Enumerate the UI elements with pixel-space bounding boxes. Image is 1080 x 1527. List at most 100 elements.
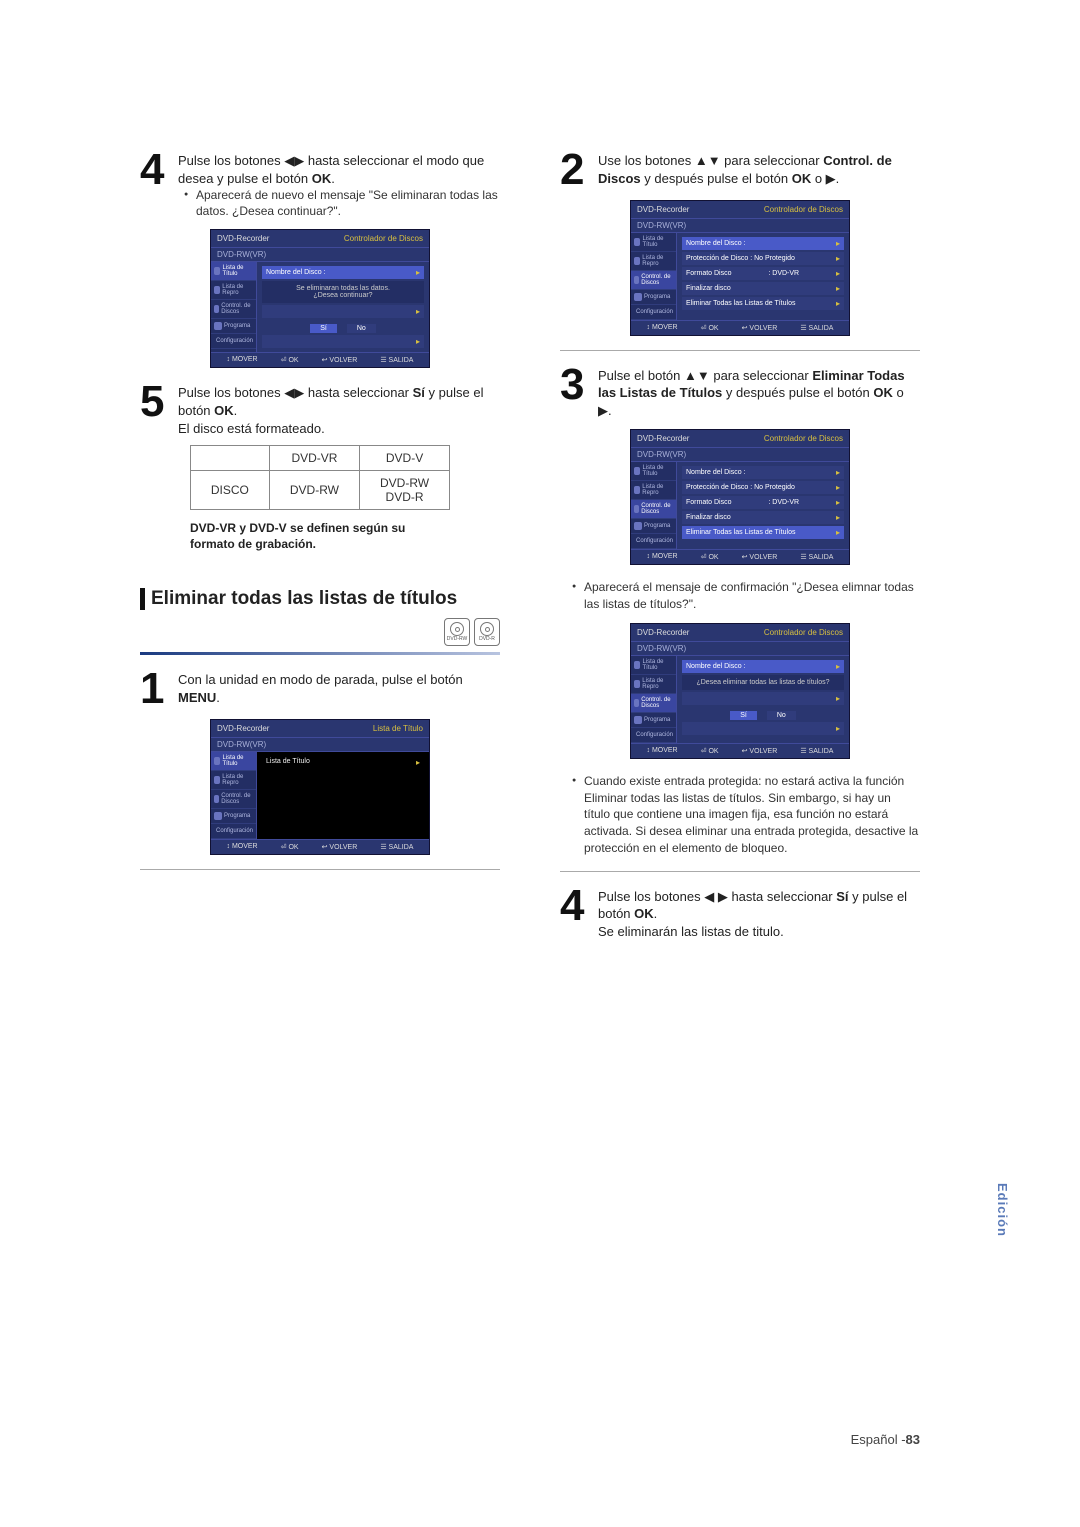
osd-title: Controlador de Discos [764, 628, 843, 637]
list-icon [634, 257, 640, 265]
table-cell: DVD-RW [269, 471, 359, 510]
osd-title: Controlador de Discos [764, 205, 843, 214]
list-icon [214, 776, 220, 784]
osd-side-item: Configuración [631, 534, 676, 549]
program-icon [214, 322, 222, 330]
osd-side-item: Control. de Discos [211, 300, 256, 319]
osd-buttons: Sí No [262, 324, 424, 333]
table-note: DVD-VR y DVD-V se definen según suformat… [190, 520, 500, 552]
table-row: DISCO DVD-RW DVD-RWDVD-R [190, 471, 449, 510]
program-icon [634, 522, 642, 530]
osd-disc-type: DVD-RW(VR) [211, 738, 429, 752]
osd-disc-type: DVD-RW(VR) [211, 248, 429, 262]
chevron-right-icon: ▸ [836, 483, 840, 492]
osd-row: Finalizar disco▸ [682, 511, 844, 524]
chevron-right-icon: ▸ [416, 307, 420, 316]
osd-side-item: Lista de Repro [211, 771, 256, 790]
list-icon [634, 680, 640, 688]
osd-yes-button: Sí [730, 711, 757, 720]
osd-footer: ↕ MOVER⏎ OK↩ VOLVER☰ SALIDA [211, 352, 429, 367]
program-icon [214, 812, 222, 820]
osd-brand: DVD-Recorder [637, 434, 689, 443]
osd-main: Nombre del Disco :▸ ¿Desea eliminar toda… [677, 656, 849, 743]
folder-icon [634, 467, 640, 475]
chevron-right-icon: ▸ [836, 299, 840, 308]
step-3: 3 Pulse el botón ▲▼ para seleccionar Eli… [560, 365, 920, 420]
osd-footer: ↕ MOVER⏎ OK↩ VOLVER☰ SALIDA [631, 320, 849, 335]
osd-main: Lista de Título▸ [257, 752, 429, 839]
step-text: Pulse el botón ▲▼ para seleccionar Elimi… [598, 367, 920, 420]
osd-screenshot-title-list: DVD-RecorderLista de Título DVD-RW(VR) L… [210, 719, 430, 855]
disc-icons: DVD-RW DVD-R [140, 618, 500, 646]
program-icon [634, 716, 642, 724]
folder-icon [634, 661, 640, 669]
step-number: 5 [140, 382, 170, 437]
dvd-r-icon: DVD-R [474, 618, 500, 646]
divider [560, 350, 920, 351]
osd-side-item: Lista de Título [211, 262, 256, 281]
osd-buttons: Sí No [682, 711, 844, 720]
osd-side-item: Control. de Discos [631, 694, 676, 713]
section-title: Eliminar todas las listas de títulos [140, 588, 500, 610]
step-number: 4 [140, 150, 170, 219]
divider [140, 869, 500, 870]
table-cell: DVD-V [360, 446, 450, 471]
disc-format-table: DVD-VR DVD-V DISCO DVD-RW DVD-RWDVD-R [190, 445, 450, 510]
step-4-right: 4 Pulse los botones ◀ ▶ hasta selecciona… [560, 886, 920, 941]
chevron-right-icon: ▸ [416, 268, 420, 277]
osd-footer: ↕ MOVER⏎ OK↩ VOLVER☰ SALIDA [631, 743, 849, 758]
osd-disc-type: DVD-RW(VR) [631, 219, 849, 233]
chevron-right-icon: ▸ [836, 498, 840, 507]
note-bullet: Aparecerá el mensaje de confirmación "¿D… [576, 579, 920, 613]
osd-row: Formato Disco: DVD-VR▸ [682, 496, 844, 509]
step-2: 2 Use los botones ▲▼ para seleccionar Co… [560, 150, 920, 190]
osd-row: Finalizar disco▸ [682, 282, 844, 295]
chevron-right-icon: ▸ [836, 513, 840, 522]
page-footer: Español -83 [851, 1432, 920, 1447]
osd-brand: DVD-Recorder [637, 205, 689, 214]
osd-screenshot-format-confirm: DVD-RecorderControlador de Discos DVD-RW… [210, 229, 430, 368]
step-text: Pulse los botones ◀▶ hasta seleccionar S… [178, 384, 500, 437]
osd-row: Protección de Disco : No Protegido▸ [682, 481, 844, 494]
right-column: 2 Use los botones ▲▼ para seleccionar Co… [560, 150, 920, 946]
osd-row: Protección de Disco : No Protegido▸ [682, 252, 844, 265]
osd-disc-type: DVD-RW(VR) [631, 642, 849, 656]
step-text: Pulse los botones ◀▶ hasta seleccionar e… [178, 152, 500, 187]
page-content: 4 Pulse los botones ◀▶ hasta seleccionar… [0, 0, 1080, 1006]
chevron-right-icon: ▸ [836, 468, 840, 477]
disc-icon [634, 276, 639, 284]
chevron-right-icon: ▸ [836, 724, 840, 733]
chevron-right-icon: ▸ [836, 662, 840, 671]
osd-row: Eliminar Todas las Listas de Títulos▸ [682, 297, 844, 310]
osd-sidebar: Lista de Título Lista de Repro Control. … [211, 752, 257, 839]
osd-title: Controlador de Discos [344, 234, 423, 243]
osd-row: Eliminar Todas las Listas de Títulos▸ [682, 526, 844, 539]
step-1: 1 Con la unidad en modo de parada, pulse… [140, 669, 500, 709]
osd-disc-type: DVD-RW(VR) [631, 448, 849, 462]
section-divider [140, 652, 500, 655]
osd-side-item: Programa [631, 290, 676, 305]
osd-side-item: Lista de Repro [631, 675, 676, 694]
osd-no-button: No [347, 324, 376, 333]
osd-side-item: Control. de Discos [211, 790, 256, 809]
osd-side-item: Lista de Título [211, 752, 256, 771]
osd-row: Nombre del Disco :▸ [682, 466, 844, 479]
osd-side-item: Configuración [211, 824, 256, 839]
chevron-right-icon: ▸ [416, 337, 420, 346]
osd-side-item: Control. de Discos [631, 500, 676, 519]
osd-dialog: Se eliminaran todas las datos. ¿Desea co… [262, 281, 424, 303]
chevron-right-icon: ▸ [836, 269, 840, 278]
osd-side-item: Configuración [631, 728, 676, 743]
osd-no-button: No [767, 711, 796, 720]
osd-yes-button: Sí [310, 324, 337, 333]
chevron-right-icon: ▸ [836, 528, 840, 537]
osd-footer: ↕ MOVER⏎ OK↩ VOLVER☰ SALIDA [211, 839, 429, 854]
table-row: DVD-VR DVD-V [190, 446, 449, 471]
step-number: 2 [560, 150, 590, 190]
osd-side-item: Lista de Título [631, 233, 676, 252]
table-cell: DISCO [190, 471, 269, 510]
step-number: 4 [560, 886, 590, 941]
chevron-right-icon: ▸ [836, 284, 840, 293]
note-bullet: Cuando existe entrada protegida: no esta… [576, 773, 920, 857]
osd-screenshot-delete-confirm: DVD-RecorderControlador de Discos DVD-RW… [630, 623, 850, 759]
